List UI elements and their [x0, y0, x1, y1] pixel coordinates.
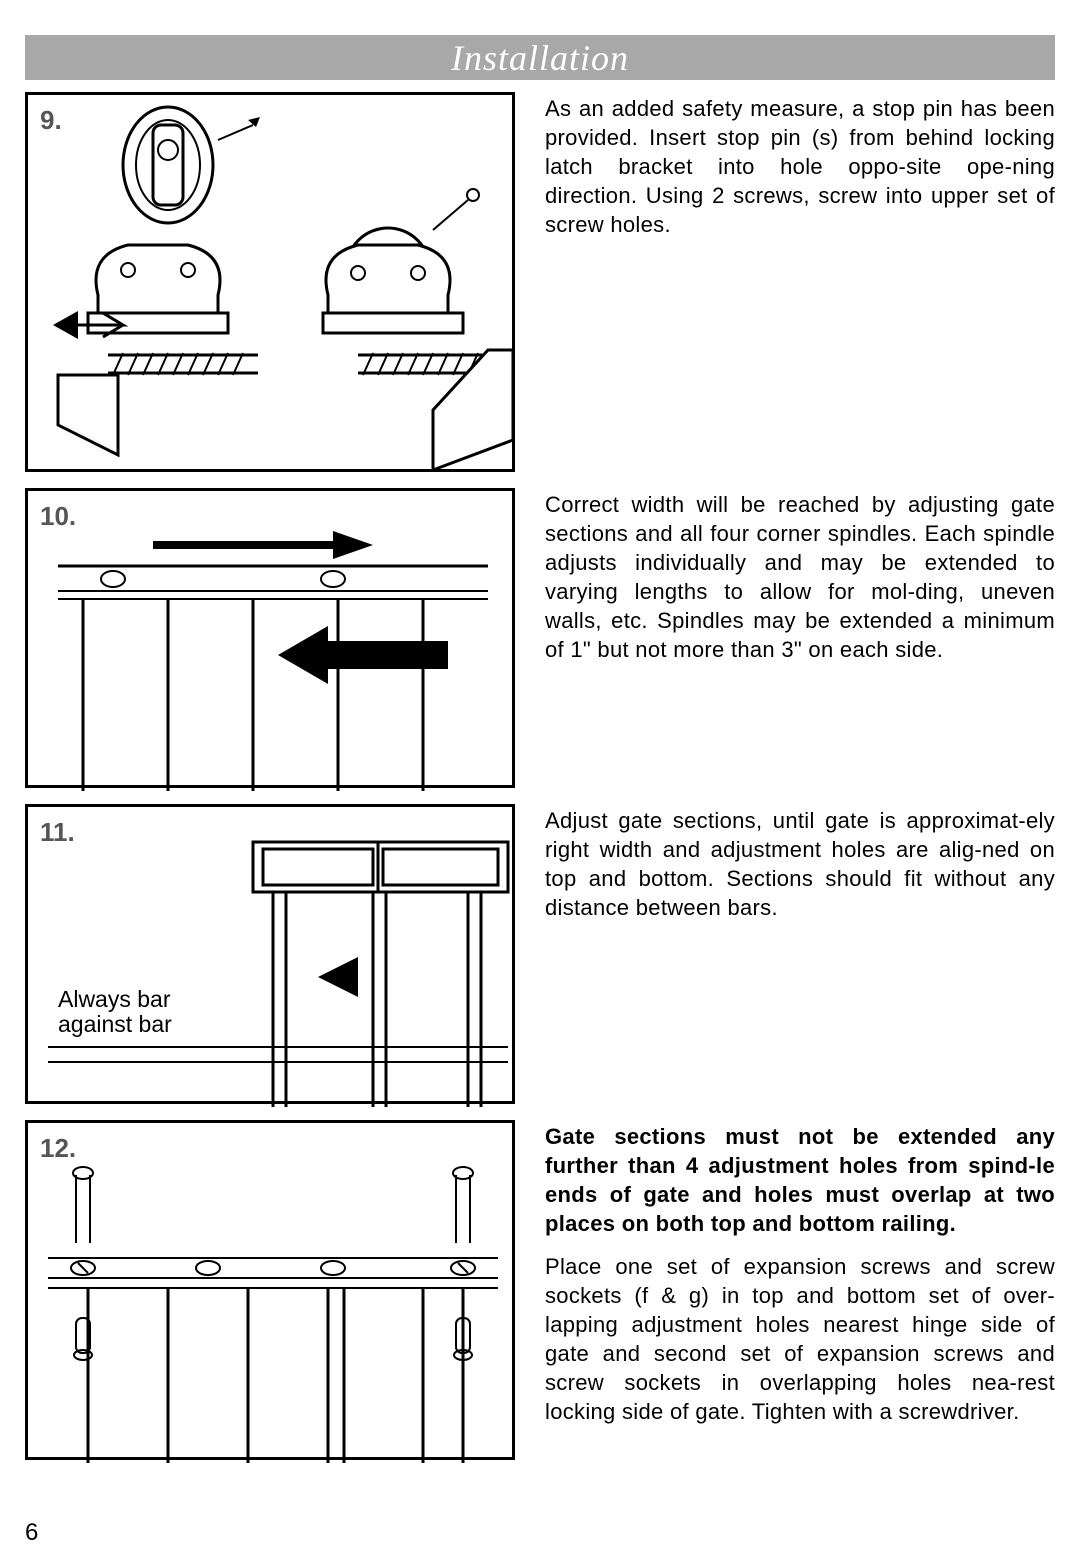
text-12-bold: Gate sections must not be extended any f… [545, 1124, 1055, 1236]
figure-10: 10. [25, 488, 515, 788]
figure-11-caption-line1: Always bar [58, 986, 171, 1012]
text-10: Correct width will be reached by adjusti… [515, 488, 1055, 664]
figure-11: 11. Always bar against b [25, 804, 515, 1104]
figure-number-11: 11. [40, 817, 75, 848]
text-9: As an added safety measure, a stop pin h… [515, 92, 1055, 239]
section-10: 10. Correct width will b [25, 488, 1055, 788]
figure-10-drawing [28, 491, 518, 791]
text-12: Gate sections must not be extended any f… [515, 1120, 1055, 1426]
text-11: Adjust gate sections, until gate is appr… [515, 804, 1055, 922]
figure-9-drawing [28, 95, 518, 475]
section-12: 12. [25, 1120, 1055, 1460]
figure-number-9: 9. [40, 105, 62, 136]
figure-number-10: 10. [40, 501, 76, 532]
figure-11-caption-line2: against bar [58, 1011, 172, 1037]
figure-12: 12. [25, 1120, 515, 1460]
figure-12-drawing [28, 1123, 518, 1463]
text-12-body: Place one set of expansion screws and sc… [545, 1254, 1055, 1424]
page-number: 6 [25, 1519, 38, 1547]
section-11: 11. Always bar against b [25, 804, 1055, 1104]
figure-11-drawing: Always bar against bar [28, 807, 518, 1107]
content-area: 9. [25, 92, 1055, 1460]
section-9: 9. [25, 92, 1055, 472]
figure-number-12: 12. [40, 1133, 76, 1164]
header-bar: Installation [25, 35, 1055, 80]
figure-9: 9. [25, 92, 515, 472]
page-title: Installation [451, 37, 629, 79]
